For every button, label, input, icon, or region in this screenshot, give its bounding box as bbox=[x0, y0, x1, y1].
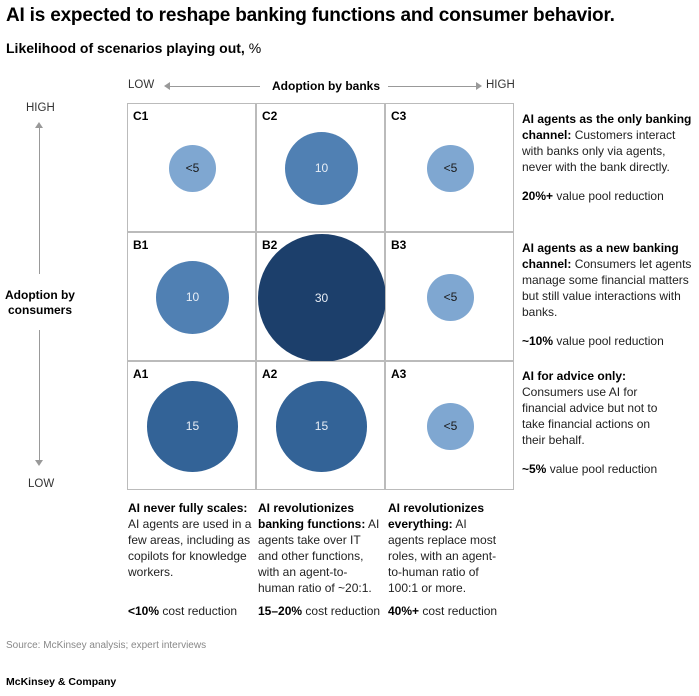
col-2-metric-value: 15–20% bbox=[258, 604, 303, 618]
likelihood-bubble-a3: <5 bbox=[427, 403, 474, 450]
chart-title: AI is expected to reshape banking functi… bbox=[6, 5, 615, 26]
col-description-1: AI never fully scales: AI agents are use… bbox=[128, 500, 253, 618]
row-description-a: AI for advice only: Consumers use AI for… bbox=[522, 368, 672, 476]
likelihood-bubble-b3: <5 bbox=[427, 274, 474, 321]
matrix-cell-c3: C3 <5 bbox=[385, 103, 514, 232]
x-axis-low: LOW bbox=[128, 79, 155, 91]
matrix-cell-b2: B2 30 bbox=[256, 232, 386, 362]
col-3-heading: AI revolutionizes everything: bbox=[388, 501, 485, 531]
row-b-text: Consumers let agents manage some financi… bbox=[522, 257, 692, 319]
x-axis-left-arrow-icon bbox=[170, 86, 260, 87]
row-c-heading: AI agents as the only banking channel: bbox=[522, 112, 692, 142]
bubble-label: 15 bbox=[314, 419, 329, 434]
col-1-text: AI agents are used in a few areas, inclu… bbox=[128, 517, 252, 579]
col-2-text: AI agents take over IT and other functio… bbox=[258, 517, 380, 595]
arrowhead-left-icon bbox=[164, 82, 170, 90]
col-description-2: AI revolutionizes banking functions: AI … bbox=[258, 500, 380, 618]
row-b-metric-value: ~10% bbox=[522, 334, 554, 348]
arrowhead-up-icon bbox=[35, 122, 43, 128]
col-2-metric-label: cost reduction bbox=[305, 604, 381, 618]
cell-id: B2 bbox=[262, 238, 278, 252]
row-a-metric-value: ~5% bbox=[522, 462, 547, 476]
cell-id: B1 bbox=[133, 238, 149, 252]
col-2-heading: AI revolutionizes banking functions: bbox=[258, 501, 366, 531]
col-1-metric-value: <10% bbox=[128, 604, 160, 618]
col-description-3: AI revolutionizes everything: AI agents … bbox=[388, 500, 506, 618]
matrix-cell-a3: A3 <5 bbox=[385, 361, 514, 490]
row-description-b: AI agents as a new banking channel: Cons… bbox=[522, 240, 698, 348]
likelihood-bubble-c3: <5 bbox=[427, 145, 474, 192]
row-c-text: Customers interact with banks only via a… bbox=[522, 128, 676, 174]
scenario-matrix: C1 <5 C2 10 C3 <5 B1 10 B2 30 B3 <5 A1 15 A2 15 A3 <5 bbox=[127, 103, 514, 490]
y-axis-down-arrow-icon bbox=[39, 330, 40, 460]
cell-id: C2 bbox=[262, 109, 278, 123]
bubble-label: <5 bbox=[443, 161, 458, 176]
matrix-cell-a2: A2 15 bbox=[256, 361, 385, 490]
mckinsey-logo: McKinsey & Company bbox=[6, 676, 117, 688]
matrix-cell-a1: A1 15 bbox=[127, 361, 256, 490]
row-a-text: Consumers use AI for financial advice bu… bbox=[522, 385, 658, 447]
bubble-label: <5 bbox=[185, 161, 200, 176]
bubble-label: 10 bbox=[185, 290, 200, 305]
likelihood-bubble-c1: <5 bbox=[169, 145, 216, 192]
chart-subtitle: Likelihood of scenarios playing out, % bbox=[6, 40, 261, 56]
cell-id: C3 bbox=[391, 109, 407, 123]
matrix-cell-b1: B1 10 bbox=[127, 232, 256, 361]
y-axis-high: HIGH bbox=[26, 102, 55, 114]
matrix-cell-c1: C1 <5 bbox=[127, 103, 256, 232]
likelihood-bubble-b2: 30 bbox=[257, 233, 386, 362]
row-c-metric-value: 20%+ bbox=[522, 189, 554, 203]
row-a-heading: AI for advice only: bbox=[522, 369, 627, 383]
matrix-cell-c2: C2 10 bbox=[256, 103, 385, 232]
y-axis-low: LOW bbox=[28, 478, 55, 490]
bubble-label: 15 bbox=[185, 419, 200, 434]
subtitle-main: Likelihood of scenarios playing out, bbox=[6, 40, 245, 56]
row-b-heading: AI agents as a new banking channel: bbox=[522, 241, 679, 271]
col-3-text: AI agents replace most roles, with an ag… bbox=[388, 517, 497, 595]
col-3-metric-value: 40%+ bbox=[388, 604, 420, 618]
likelihood-bubble-b1: 10 bbox=[155, 260, 230, 335]
x-axis-high: HIGH bbox=[486, 79, 515, 91]
matrix-cell-b3: B3 <5 bbox=[385, 232, 514, 361]
cell-id: C1 bbox=[133, 109, 149, 123]
row-b-metric-label: value pool reduction bbox=[556, 334, 664, 348]
col-1-metric-label: cost reduction bbox=[162, 604, 238, 618]
subtitle-unit: % bbox=[248, 40, 262, 56]
likelihood-bubble-c2: 10 bbox=[284, 131, 359, 206]
cell-id: A3 bbox=[391, 367, 407, 381]
row-description-c: AI agents as the only banking channel: C… bbox=[522, 111, 698, 203]
source-note: Source: McKinsey analysis; expert interv… bbox=[6, 640, 207, 651]
bubble-label: 30 bbox=[314, 290, 329, 305]
cell-id: B3 bbox=[391, 238, 407, 252]
x-axis-title: Adoption by banks bbox=[272, 79, 380, 93]
arrowhead-down-icon bbox=[35, 460, 43, 466]
likelihood-bubble-a1: 15 bbox=[147, 381, 238, 472]
cell-id: A2 bbox=[262, 367, 278, 381]
row-c-metric-label: value pool reduction bbox=[556, 189, 664, 203]
arrowhead-right-icon bbox=[476, 82, 482, 90]
bubble-label: <5 bbox=[443, 419, 458, 434]
likelihood-bubble-a2: 15 bbox=[276, 381, 367, 472]
col-1-heading: AI never fully scales: bbox=[128, 501, 248, 515]
bubble-label: 10 bbox=[314, 161, 329, 176]
cell-id: A1 bbox=[133, 367, 149, 381]
y-axis-title: Adoption by consumers bbox=[5, 288, 75, 317]
row-a-metric-label: value pool reduction bbox=[549, 462, 658, 476]
bubble-label: <5 bbox=[443, 290, 458, 305]
col-3-metric-label: cost reduction bbox=[422, 604, 498, 618]
y-axis-up-arrow-icon bbox=[39, 128, 40, 274]
x-axis-right-arrow-icon bbox=[388, 86, 476, 87]
